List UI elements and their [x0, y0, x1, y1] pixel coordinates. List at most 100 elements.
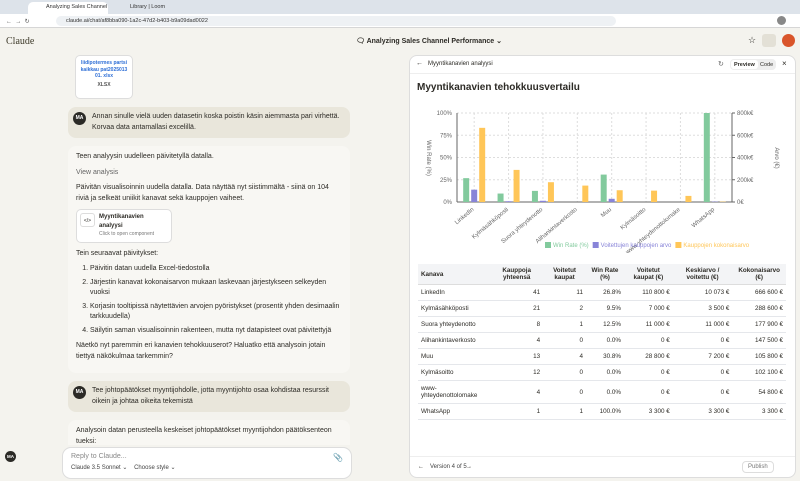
table-cell: 4	[490, 380, 544, 404]
input-options: Claude 3.5 Sonnet ⌄ Choose style ⌄	[71, 465, 176, 471]
table-row: LinkedIn 41 11 26.8% 110 800 €10 073 €666 60…	[418, 284, 786, 301]
chat-column: liidipotermes partsikaikkau pat202501301…	[68, 55, 350, 445]
table-cell: 13	[490, 348, 544, 365]
artifact-card[interactable]: </> Myyntikanavien analyysi Click to ope…	[76, 209, 172, 243]
table-cell: 7 200 €	[672, 348, 733, 365]
table-cell: 0 €	[624, 332, 673, 349]
artifact-panel: ← Myyntikanavien analyysi ↻ Preview Code…	[409, 55, 796, 478]
table-cell: 177 900 €	[732, 316, 786, 333]
file-card[interactable]: liidipotermes partsikaikkau pat202501301…	[75, 55, 133, 99]
browser-tab-bar: Analyzing Sales Channel Perfo Library | …	[0, 0, 800, 14]
x-tick-label: Kylmäsoitto	[620, 207, 648, 232]
chart: Win Rate (%) Arvo (€) 0% 25% 50% 75% 100% 0€ 2…	[425, 111, 779, 253]
table-cell: 0.0%	[585, 364, 625, 381]
table-cell: 11 000 €	[624, 316, 673, 333]
column-header: Kokonaisarvo (€)	[732, 264, 786, 285]
placeholder: Reply to Claude...	[71, 453, 127, 460]
preview-tab[interactable]: Preview	[731, 60, 758, 69]
browser-tab[interactable]: Library | Loom	[130, 4, 166, 10]
list-item: Säilytin saman visualisoinnin rakenteen,…	[90, 326, 342, 337]
data-table: Kanava Kauppoja yhteensä Voitetut kaupat Wi…	[418, 264, 786, 420]
table-cell: 41	[490, 284, 544, 301]
table-cell: Kylmäsähköposti	[418, 300, 491, 317]
table-row: Suora yhteydenotto 8 1 12.5% 11 000 €11 000 …	[418, 316, 786, 333]
table-cell: 0 €	[672, 332, 733, 349]
table-cell: 10 073 €	[672, 284, 733, 301]
table-cell: 0	[543, 332, 586, 349]
refresh-button[interactable]: ↻	[718, 61, 724, 68]
settings-button[interactable]	[762, 34, 776, 47]
list-item: Päivitin datan uudella Excel-tiedostolla	[90, 264, 342, 275]
table-cell: 3 300 €	[624, 403, 673, 420]
column-header: Kanava	[418, 264, 491, 285]
bar	[471, 189, 478, 202]
conversation-title[interactable]: 🗨 Analyzing Sales Channel Performance ⌄	[356, 38, 502, 45]
y-tick-label: 50%	[440, 156, 453, 162]
file-name: liidipotermes partsikaikkau pat202501301…	[80, 60, 128, 79]
table-cell: 0 €	[672, 364, 733, 381]
user-message: MA Annan sinulle vielä uuden datasetin k…	[68, 107, 350, 138]
table-row: Muu 13 4 30.8% 28 800 €7 200 €105 800 €	[418, 348, 786, 365]
column-header: Kauppoja yhteensä	[490, 264, 544, 285]
message-text: Tee johtopäätökset myyntijohdolle, jotta…	[92, 387, 329, 405]
table-cell: 147 500 €	[732, 332, 786, 349]
artifact-header: ← Myyntikanavien analyysi ↻ Preview Code…	[410, 56, 795, 74]
bar	[616, 190, 623, 202]
url-field[interactable]: claude.ai/chat/af8bba090-1a2c-47d2-b403-…	[56, 16, 616, 26]
prev-version[interactable]: ←	[418, 464, 424, 470]
table-row: Alihankintaverkosto 4 0 0.0% 0 €0 €147 500 €	[418, 332, 786, 349]
table-cell: 0.0%	[585, 332, 625, 349]
column-header: Win Rate (%)	[585, 264, 625, 285]
logo[interactable]: Claude	[6, 36, 35, 47]
assistant-message: Analysoin datan perusteella keskeiset jo…	[68, 420, 350, 445]
legend-label: Voitettujen kauppojen arvo	[601, 243, 672, 249]
code-tab[interactable]: Code	[760, 61, 774, 68]
avatar: MA	[73, 112, 86, 125]
reply-box[interactable]: Reply to Claude... Claude 3.5 Sonnet ⌄ C…	[62, 447, 352, 479]
table-cell: 100.0%	[585, 403, 625, 420]
table-cell: 105 800 €	[732, 348, 786, 365]
style-selector[interactable]: Choose style	[134, 465, 169, 471]
browser-tab[interactable]: Analyzing Sales Channel Perfo	[28, 2, 108, 14]
text: Näetkö nyt paremmin eri kanavien tehokku…	[76, 342, 326, 360]
table-cell: 666 600 €	[732, 284, 786, 301]
user-avatar[interactable]: MA	[5, 451, 16, 462]
x-tick-label: LinkedIn	[454, 207, 475, 226]
model-selector[interactable]: Claude 3.5 Sonnet	[71, 465, 121, 471]
view-analysis[interactable]: View analysis	[76, 168, 119, 176]
table-cell: 1	[490, 403, 544, 420]
table-cell: 288 600 €	[732, 300, 786, 317]
table-cell: Muu	[418, 348, 491, 365]
y-axis-title: Win Rate (%)	[425, 140, 431, 176]
legend-label: Kauppojen kokonaisarvo	[683, 243, 749, 249]
y2-tick-label: 0€	[737, 200, 744, 206]
column-header: Voitetut kaupat (€)	[624, 264, 673, 285]
profile-icon[interactable]	[777, 16, 786, 25]
bar	[539, 200, 546, 202]
next-version[interactable]: →	[466, 464, 472, 470]
publish-button[interactable]: Publish	[742, 461, 774, 473]
bar	[497, 193, 504, 202]
column-header: Keskiarvo / voitettu (€)	[672, 264, 733, 285]
avatar-button[interactable]	[782, 34, 795, 47]
table-row: Kylmäsoitto 12 0 0.0% 0 €0 €102 100 €	[418, 364, 786, 381]
close-button[interactable]: ×	[782, 59, 787, 68]
column-header: Voitetut kaupat	[543, 264, 586, 285]
assistant-message: Teen analyysin uudelleen päivitetyllä da…	[68, 146, 350, 373]
table-cell: 28 800 €	[624, 348, 673, 365]
y2-tick-label: 600k€	[737, 133, 754, 139]
table-wrap: Kanava Kauppoja yhteensä Voitetut kaupat Wi…	[418, 264, 786, 420]
y-tick-label: 100%	[437, 111, 453, 117]
text: Teen analyysin uudelleen päivitetyllä da…	[76, 153, 214, 160]
y2-axis-title: Arvo (€)	[773, 147, 779, 168]
view-toggle: Preview Code	[730, 59, 776, 70]
table-cell: www-yhteydenottolomake	[418, 380, 491, 404]
artifact-footer: ← Version 4 of 5 → Publish	[410, 456, 795, 477]
attach-button[interactable]: 📎	[333, 453, 343, 462]
star-button[interactable]: ☆	[748, 35, 757, 45]
table-cell: 7 000 €	[624, 300, 673, 317]
nav-buttons[interactable]: ← → ↻	[6, 19, 30, 25]
back-button[interactable]: ←	[416, 60, 423, 67]
